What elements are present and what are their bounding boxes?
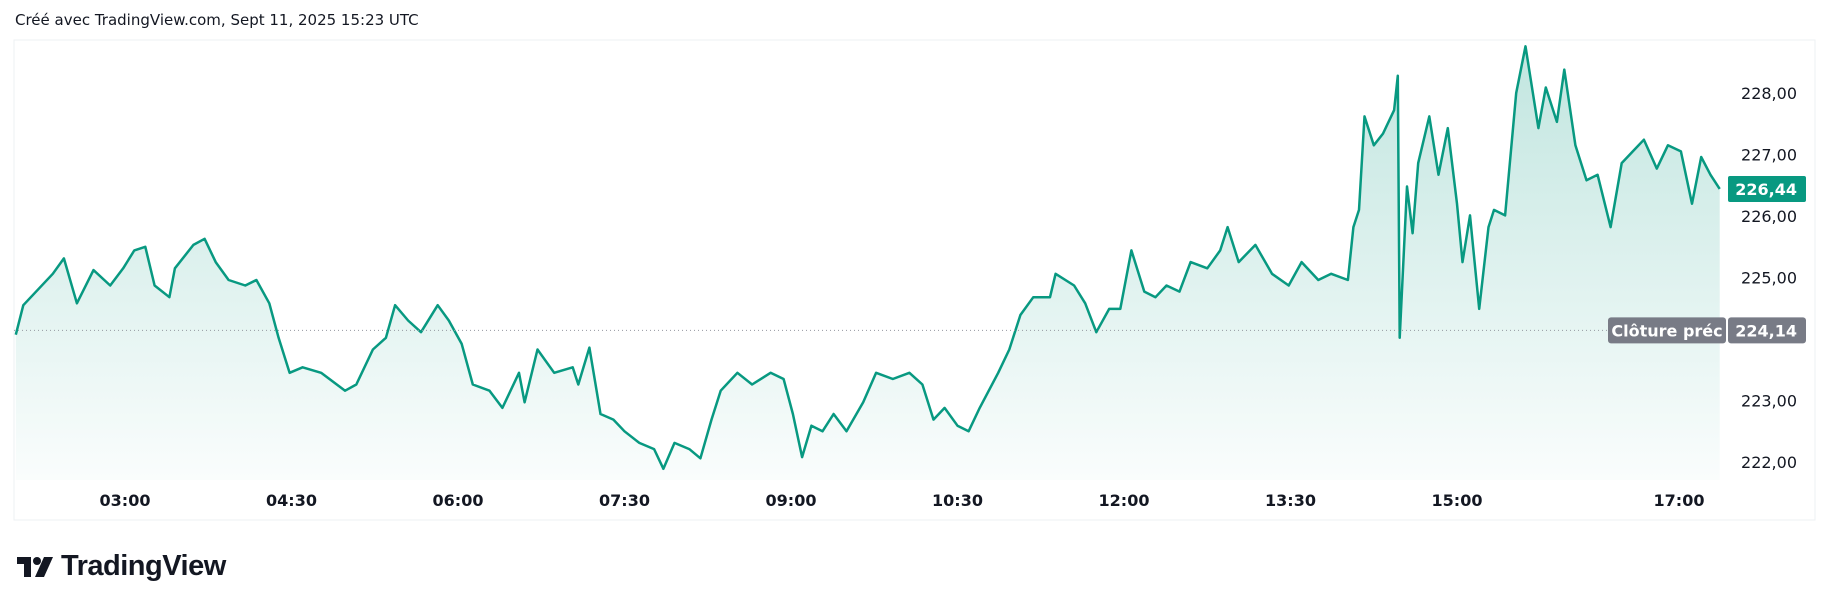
price-chart[interactable]: 228,00 227,00 226,00 225,00 223,00 222,00 03:… <box>0 0 1830 540</box>
tradingview-logo[interactable]: TradingView <box>17 550 226 583</box>
time-tick-label: 12:00 <box>1099 491 1150 510</box>
time-tick-label: 15:00 <box>1432 491 1483 510</box>
time-tick-label: 10:30 <box>932 491 983 510</box>
price-line[interactable] <box>14 45 1721 471</box>
time-tick-label: 17:00 <box>1654 491 1705 510</box>
tradingview-logo-text: TradingView <box>61 550 226 582</box>
price-tick-label: 225,00 <box>1741 269 1797 288</box>
prev-close-value-badge <box>1728 317 1806 344</box>
price-tick-label: 222,00 <box>1741 453 1797 472</box>
prev-close-value: 224,14 <box>1735 321 1797 340</box>
price-tick-label: 228,00 <box>1741 84 1797 103</box>
last-price-badge <box>1728 175 1806 202</box>
time-axis[interactable]: 03:00 04:30 06:00 07:30 09:00 10:30 12:00 13:30… <box>100 491 1705 510</box>
price-area-fill <box>15 46 1720 481</box>
time-tick-label: 07:30 <box>599 491 650 510</box>
chart-caption: Créé avec TradingView.com, Sept 11, 2025… <box>15 11 419 29</box>
time-tick-label: 13:30 <box>1265 491 1316 510</box>
price-tick-label: 227,00 <box>1741 146 1797 165</box>
tradingview-logo-icon <box>17 556 53 577</box>
time-tick-label: 04:30 <box>266 491 317 510</box>
price-tick-label: 226,00 <box>1741 207 1797 226</box>
time-tick-label: 06:00 <box>433 491 484 510</box>
last-price-value: 226,44 <box>1735 180 1797 199</box>
price-tick-label: 223,00 <box>1741 392 1797 411</box>
price-axis[interactable]: 228,00 227,00 226,00 225,00 223,00 222,00 <box>1741 84 1797 472</box>
time-tick-label: 09:00 <box>766 491 817 510</box>
time-tick-label: 03:00 <box>100 491 151 510</box>
prev-close-name: Clôture préc <box>1611 321 1722 340</box>
prev-close-name-badge <box>1608 317 1726 344</box>
chart-frame <box>13 39 1816 521</box>
